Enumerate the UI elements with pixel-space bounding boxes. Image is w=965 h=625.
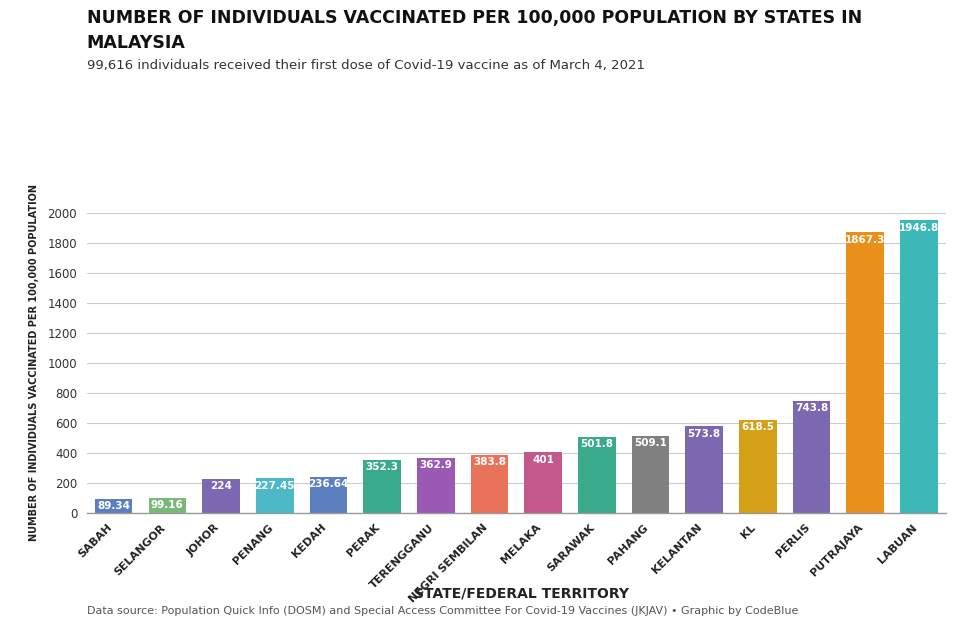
Text: 236.64: 236.64 [308,479,348,489]
Bar [95,499,132,512]
Text: STATE/FEDERAL TERRITORY: STATE/FEDERAL TERRITORY [414,587,628,601]
Bar [417,458,455,512]
Text: 401: 401 [532,454,554,464]
Bar [685,426,723,512]
Bar [149,498,186,512]
Text: MALAYSIA: MALAYSIA [87,34,185,52]
Text: 227.45: 227.45 [255,481,295,491]
Bar [310,477,347,512]
Bar [632,436,670,512]
Text: 501.8: 501.8 [580,439,614,449]
Text: 352.3: 352.3 [366,462,399,472]
Text: 89.34: 89.34 [97,501,130,511]
Bar [792,401,830,512]
Y-axis label: NUMBER OF INDIVIDUALS VACCINATED PER 100,000 POPULATION: NUMBER OF INDIVIDUALS VACCINATED PER 100… [29,184,39,541]
Bar [256,478,293,512]
Text: 362.9: 362.9 [420,461,453,471]
Text: 618.5: 618.5 [741,422,774,432]
Text: 509.1: 509.1 [634,438,667,448]
Bar [363,459,400,512]
Text: 99.16: 99.16 [151,500,183,510]
Bar [203,479,240,512]
Bar [471,455,509,512]
Bar [900,221,938,512]
Text: 573.8: 573.8 [688,429,721,439]
Text: 383.8: 383.8 [473,457,506,467]
Bar [524,452,562,512]
Text: 1867.3: 1867.3 [845,234,885,244]
Text: 743.8: 743.8 [795,403,828,413]
Text: 99,616 individuals received their first dose of Covid-19 vaccine as of March 4, : 99,616 individuals received their first … [87,59,645,72]
Bar [739,420,777,512]
Bar [578,438,616,512]
Text: 224: 224 [210,481,232,491]
Text: Data source: Population Quick Info (DOSM) and Special Access Committee For Covid: Data source: Population Quick Info (DOSM… [87,606,798,616]
Text: NUMBER OF INDIVIDUALS VACCINATED PER 100,000 POPULATION BY STATES IN: NUMBER OF INDIVIDUALS VACCINATED PER 100… [87,9,862,28]
Text: 1946.8: 1946.8 [898,222,939,232]
Bar [846,232,884,512]
